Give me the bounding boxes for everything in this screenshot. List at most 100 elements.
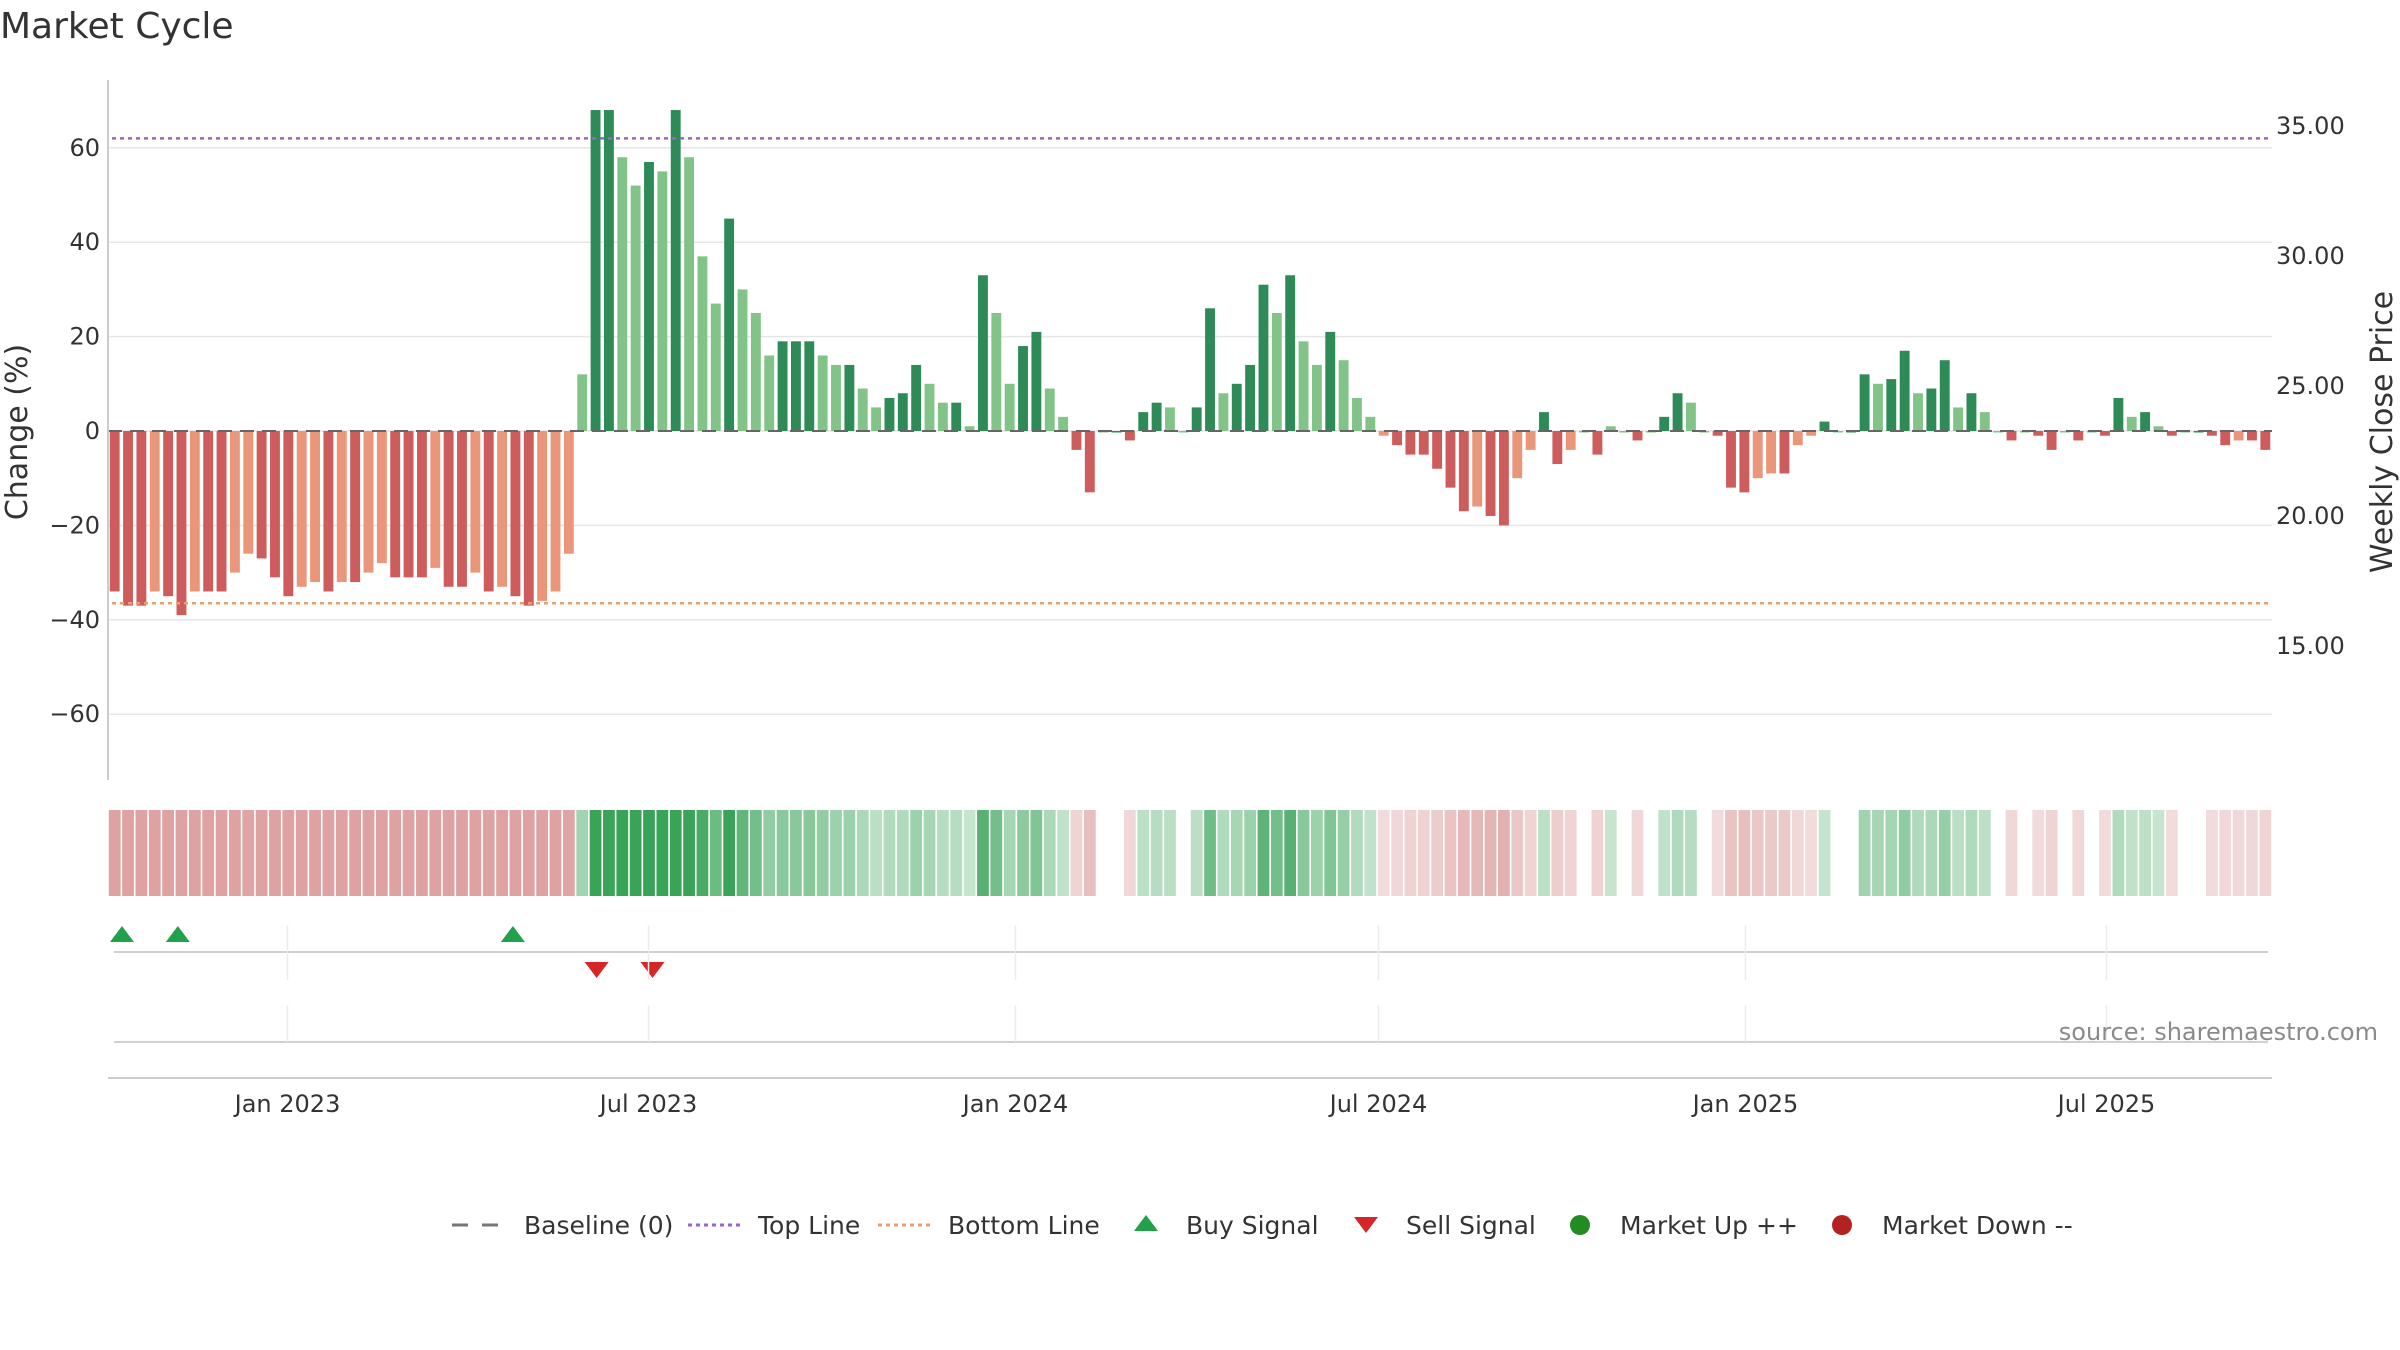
strip-cell [1244, 810, 1256, 896]
reference-lines [108, 137, 2272, 605]
strip-cell [2099, 810, 2111, 896]
bar [1672, 393, 1683, 431]
strip-cell [1124, 810, 1136, 896]
y-tick-label-right: 15.00 [2276, 632, 2345, 660]
strip-cell [1471, 810, 1484, 896]
bar [1138, 412, 1149, 431]
strip-cell [776, 810, 789, 896]
strip-cell [362, 810, 375, 896]
bar [523, 431, 534, 606]
legend-label: Buy Signal [1186, 1211, 1319, 1240]
bar [1071, 431, 1082, 450]
legend-label: Sell Signal [1406, 1211, 1536, 1240]
bar [1685, 402, 1696, 431]
strip-cell [2125, 810, 2138, 896]
y-tick-label-right: 25.00 [2276, 372, 2345, 400]
strip-cell [2139, 810, 2151, 896]
strip-cell [1297, 810, 1310, 896]
y-tick-label-right: 20.00 [2276, 502, 2345, 530]
bar [978, 275, 988, 431]
strip-cell [1538, 810, 1550, 896]
strip-cell [2259, 810, 2272, 896]
strip-cell [843, 810, 856, 896]
bar [470, 431, 481, 573]
strip-cell [2246, 810, 2258, 896]
bar [510, 431, 521, 597]
buy-signal-marker [165, 926, 190, 942]
strip-cell [202, 810, 215, 896]
strip-cell [2032, 810, 2045, 896]
bar [563, 431, 574, 554]
strip-cell [830, 810, 842, 896]
buy-signal-marker [109, 926, 134, 942]
strip-cell [2005, 810, 2018, 896]
bar [2073, 431, 2084, 441]
strip-cell [923, 810, 936, 896]
bar [2113, 397, 2124, 431]
strip-cell [429, 810, 442, 896]
strip-cell [482, 810, 495, 896]
bar [176, 431, 187, 616]
strip-cell [629, 810, 642, 896]
strip-cell [749, 810, 762, 896]
strip-cell [2193, 810, 2205, 896]
source-text: source: sharemaestro.com [2059, 1018, 2378, 1046]
strip-cell [1111, 810, 1123, 896]
legend-label: Market Down -- [1882, 1211, 2073, 1240]
strip-cell [2059, 810, 2071, 896]
strip-cell [1511, 810, 1524, 896]
bar [1726, 431, 1736, 488]
strip-cell [856, 810, 869, 896]
bar [670, 110, 681, 431]
bar [363, 431, 374, 573]
x-tick-label: Jan 2025 [1691, 1090, 1799, 1118]
bar [2140, 412, 2151, 431]
bar [1111, 431, 1122, 433]
y-axis-left-label: Change (%) [0, 344, 35, 520]
bar [1979, 412, 1990, 431]
strip-cell [977, 810, 989, 896]
strip-cell [1765, 810, 1777, 896]
strip-cell [416, 810, 428, 896]
strip-cell [763, 810, 776, 896]
strip-cell [175, 810, 188, 896]
bar [2260, 431, 2271, 450]
bar [1392, 431, 1402, 446]
strip-cell [1952, 810, 1964, 896]
bar [1498, 431, 1509, 526]
strip-cell [1618, 810, 1630, 896]
strip-cell [1257, 810, 1270, 896]
strip-cell [1364, 810, 1377, 896]
bar [1338, 360, 1349, 431]
strip-cell [1791, 810, 1804, 896]
strip-cell [1685, 810, 1697, 896]
legend-item: Sell Signal [1354, 1211, 1536, 1240]
bar [737, 289, 748, 431]
signal-panel [108, 926, 2272, 1079]
bar [109, 431, 120, 592]
strip-cell [1270, 810, 1283, 896]
strip-cell [1337, 810, 1350, 896]
x-tick-label: Jul 2025 [2056, 1090, 2156, 1118]
strip-cell [2206, 810, 2218, 896]
strip-cell [1658, 810, 1671, 896]
bar [1899, 350, 1910, 431]
strip-cell [1725, 810, 1737, 896]
strip-cell [1578, 810, 1590, 896]
x-tick-label: Jul 2024 [1328, 1090, 1428, 1118]
strip-cell [349, 810, 361, 896]
strip-cell [402, 810, 415, 896]
bar [1605, 426, 1616, 431]
strip-cell [589, 810, 602, 896]
y-tick-label-left: −60 [49, 700, 100, 728]
bar [1712, 431, 1723, 436]
strip-cell [1204, 810, 1216, 896]
strip-cell [1190, 810, 1203, 896]
bar [764, 355, 775, 431]
bar [951, 402, 962, 431]
bar [1432, 431, 1443, 469]
bar [2100, 431, 2110, 436]
strip-cell [1404, 810, 1417, 896]
sell-signal-marker [640, 962, 665, 978]
